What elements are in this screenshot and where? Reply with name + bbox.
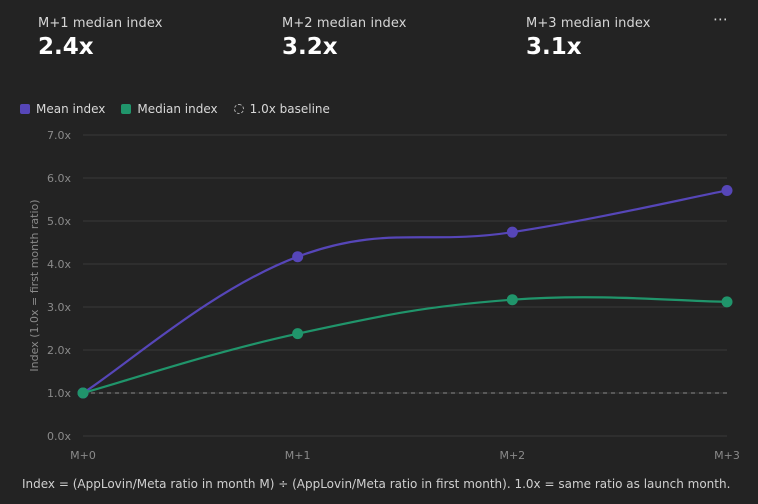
y-tick-label: 6.0x bbox=[47, 172, 71, 185]
legend-item-median[interactable]: Median index bbox=[121, 102, 218, 116]
stat-value: 3.1x bbox=[526, 34, 582, 60]
data-point-mean bbox=[506, 226, 518, 238]
y-tick-label: 7.0x bbox=[47, 129, 71, 142]
more-options-icon[interactable]: ⋯ bbox=[713, 10, 729, 28]
y-tick-label: 3.0x bbox=[47, 301, 71, 314]
legend-swatch-baseline bbox=[233, 104, 244, 114]
chart-footnote: Index = (AppLovin/Meta ratio in month M)… bbox=[22, 477, 731, 491]
y-tick-label: 5.0x bbox=[47, 215, 71, 228]
stat-m2: M+2 median index 3.2x bbox=[282, 16, 407, 60]
legend-label: Median index bbox=[137, 102, 218, 116]
stat-value: 2.4x bbox=[38, 34, 94, 60]
data-point-median bbox=[77, 387, 89, 399]
data-point-mean bbox=[292, 251, 304, 263]
x-tick-label: M+1 bbox=[285, 449, 311, 462]
stat-label: M+3 median index bbox=[526, 16, 651, 31]
stat-label: M+2 median index bbox=[282, 16, 407, 31]
y-tick-label: 2.0x bbox=[47, 344, 71, 357]
y-tick-label: 0.0x bbox=[47, 430, 71, 443]
y-tick-label: 4.0x bbox=[47, 258, 71, 271]
legend-item-baseline[interactable]: 1.0x baseline bbox=[233, 102, 330, 116]
stat-m3: M+3 median index 3.1x bbox=[526, 16, 651, 60]
legend-swatch-median bbox=[121, 104, 132, 114]
stat-value: 3.2x bbox=[282, 34, 338, 60]
legend-label: Mean index bbox=[36, 102, 106, 116]
y-tick-label: 1.0x bbox=[47, 387, 71, 400]
stat-m1: M+1 median index 2.4x bbox=[38, 16, 163, 60]
x-tick-label: M+3 bbox=[714, 449, 740, 462]
y-axis-label: Index (1.0x = first month ratio) bbox=[28, 199, 41, 371]
x-tick-label: M+0 bbox=[70, 449, 96, 462]
stat-label: M+1 median index bbox=[38, 16, 163, 31]
chart-legend: Mean index Median index 1.0x baseline bbox=[20, 102, 330, 116]
legend-swatch-mean bbox=[20, 104, 30, 114]
data-point-median bbox=[506, 294, 518, 306]
data-point-mean bbox=[721, 184, 733, 196]
x-tick-label: M+2 bbox=[499, 449, 525, 462]
data-point-median bbox=[292, 328, 304, 340]
series-line-median bbox=[82, 296, 728, 395]
series-line-mean bbox=[82, 189, 728, 394]
legend-item-mean[interactable]: Mean index bbox=[20, 102, 105, 116]
data-point-median bbox=[721, 296, 733, 308]
legend-label: 1.0x baseline bbox=[249, 102, 330, 116]
